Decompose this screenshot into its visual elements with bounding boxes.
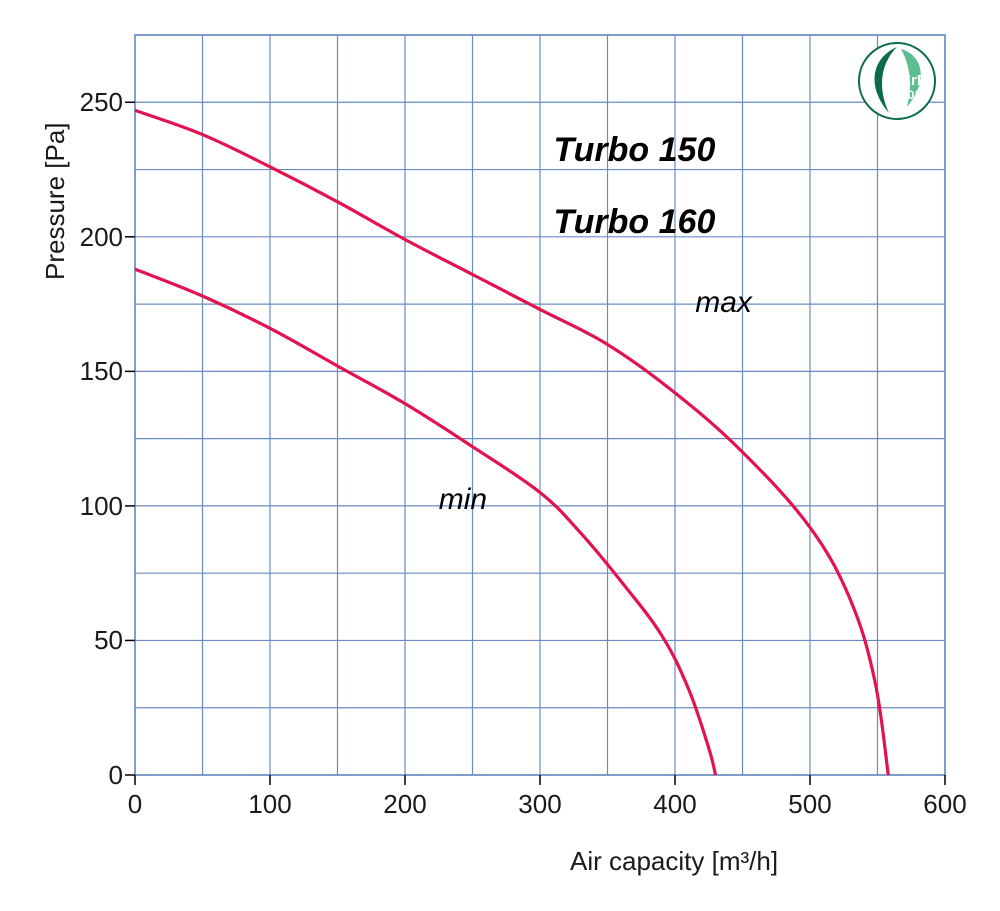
x-tick-label: 500 — [780, 789, 840, 820]
y-tick-label: 0 — [63, 760, 123, 791]
y-axis-label: Pressure [Pa] — [40, 122, 71, 280]
x-tick-label: 600 — [915, 789, 975, 820]
x-tick-label: 200 — [375, 789, 435, 820]
y-tick-label: 200 — [63, 222, 123, 253]
x-tick-label: 300 — [510, 789, 570, 820]
product-label-160: Turbo 160 — [554, 203, 716, 242]
erp-badge-line2: 2018 — [901, 88, 928, 102]
erp-2018-badge-icon: ErP 2018 — [857, 41, 937, 121]
x-tick-label: 400 — [645, 789, 705, 820]
y-tick-label: 50 — [63, 625, 123, 656]
x-tick-label: 100 — [240, 789, 300, 820]
erp-badge-line1: ErP — [901, 72, 927, 89]
y-tick-label: 150 — [63, 356, 123, 387]
product-label-150: Turbo 150 — [554, 131, 716, 170]
chart-svg — [0, 0, 1000, 911]
curve-label-max: max — [695, 286, 752, 320]
curve-label-min: min — [439, 483, 487, 517]
y-tick-label: 250 — [63, 87, 123, 118]
x-axis-label: Air capacity [m³/h] — [570, 846, 778, 877]
x-tick-label: 0 — [105, 789, 165, 820]
fan-performance-chart: Pressure [Pa] Air capacity [m³/h] 0 50 100… — [0, 0, 1000, 911]
y-tick-label: 100 — [63, 491, 123, 522]
